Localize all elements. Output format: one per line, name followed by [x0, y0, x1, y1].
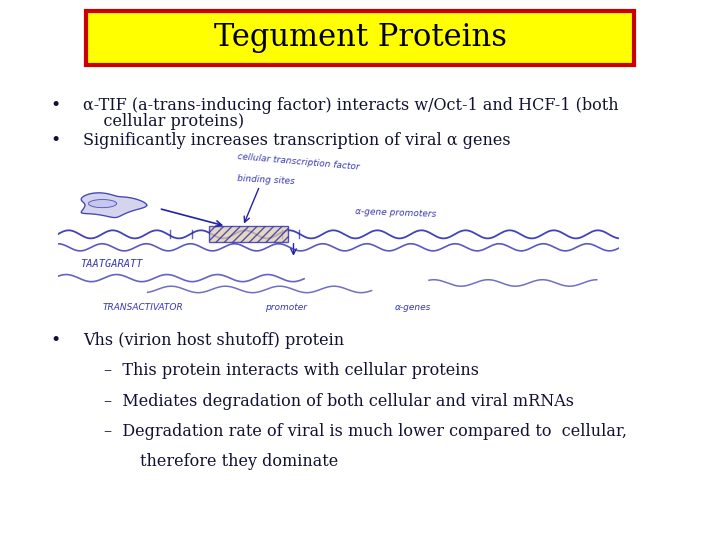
Text: Significantly increases transcription of viral α genes: Significantly increases transcription of… [83, 132, 510, 148]
FancyBboxPatch shape [210, 226, 288, 242]
Text: •: • [50, 132, 60, 148]
Text: •: • [50, 97, 60, 114]
Text: •: • [50, 332, 60, 349]
Text: TRANSACTIVATOR: TRANSACTIVATOR [102, 303, 184, 313]
Text: Tegument Proteins: Tegument Proteins [214, 22, 506, 53]
Text: –  Mediates degradation of both cellular and viral mRNAs: – Mediates degradation of both cellular … [104, 393, 575, 409]
Text: cellular transcription factor: cellular transcription factor [238, 152, 360, 172]
Text: binding sites: binding sites [238, 174, 295, 186]
Text: –  This protein interacts with cellular proteins: – This protein interacts with cellular p… [104, 362, 480, 379]
Text: α-genes: α-genes [395, 303, 431, 313]
Text: α-gene promoters: α-gene promoters [355, 207, 437, 219]
Text: Vhs (virion host shutoff) protein: Vhs (virion host shutoff) protein [83, 332, 344, 349]
Text: TAATGARATT: TAATGARATT [80, 259, 143, 269]
Text: –  Degradation rate of viral is much lower compared to  cellular,: – Degradation rate of viral is much lowe… [104, 423, 627, 440]
FancyBboxPatch shape [86, 11, 634, 65]
Polygon shape [89, 200, 117, 207]
Polygon shape [81, 193, 147, 218]
Text: cellular proteins): cellular proteins) [83, 113, 244, 130]
Text: α-TIF (a-trans-inducing factor) interacts w/Oct-1 and HCF-1 (both: α-TIF (a-trans-inducing factor) interact… [83, 97, 618, 114]
Text: therefore they dominate: therefore they dominate [140, 453, 338, 469]
Text: promoter: promoter [266, 303, 307, 313]
